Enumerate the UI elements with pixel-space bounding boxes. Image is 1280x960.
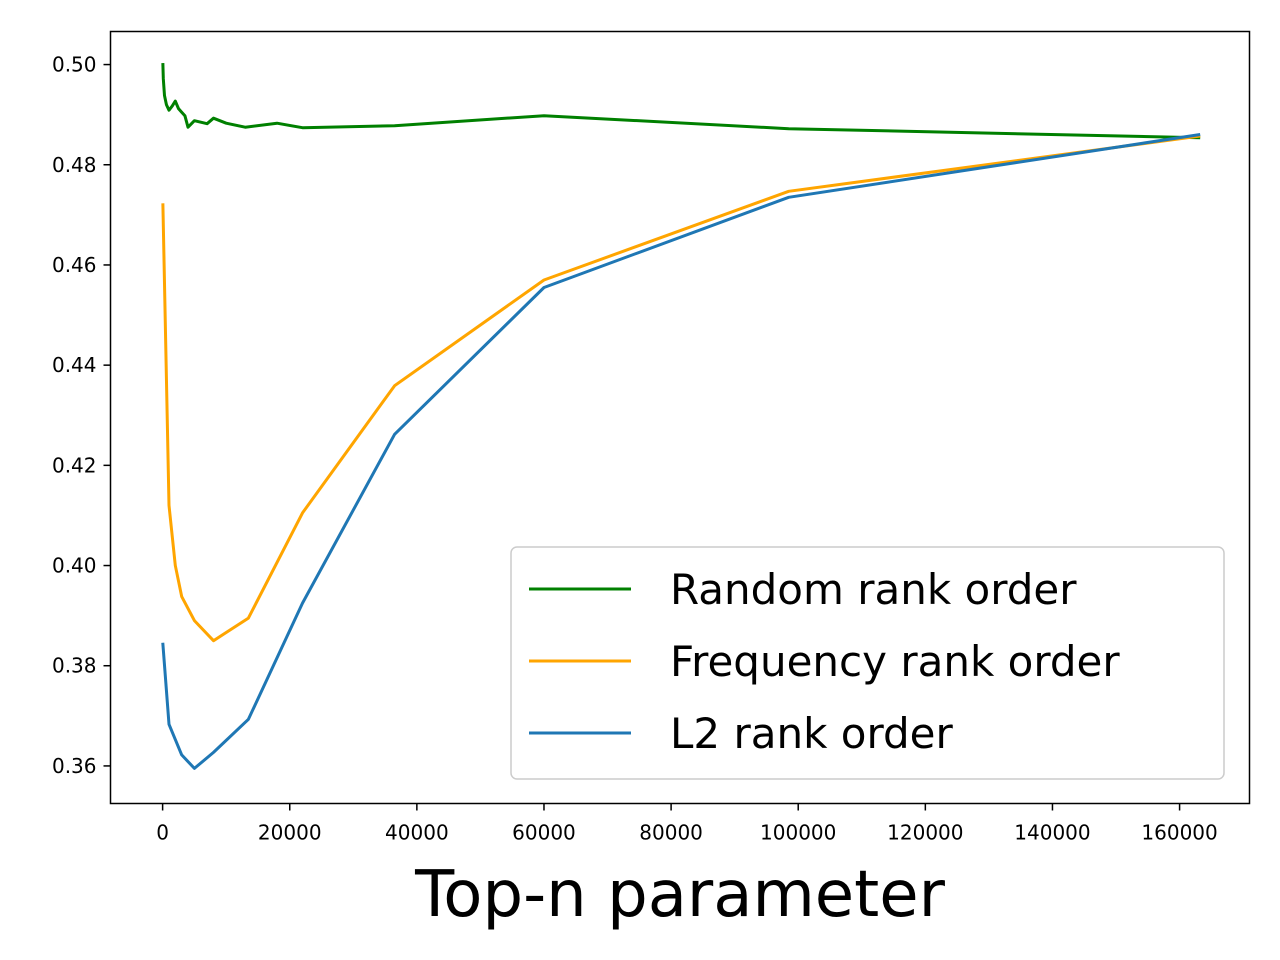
series-group	[161, 63, 1201, 770]
legend-frame	[510, 546, 1225, 780]
y-tick-label: 0.48	[52, 153, 97, 177]
legend: Random rank order Frequency rank order L2 …	[510, 546, 1225, 780]
legend-label-0: Random rank order	[670, 565, 1077, 614]
y-tick-label: 0.50	[52, 53, 97, 77]
legend-label-2: L2 rank order	[670, 709, 953, 758]
x-tick-label: 140000	[1014, 821, 1090, 845]
x-tick-label: 120000	[887, 821, 963, 845]
axes-frame	[109, 30, 1251, 805]
x-axis-ticks: 0 20000 40000 60000 80000 100000 120000 140000 1…	[156, 803, 1218, 845]
x-tick-label: 160000	[1141, 821, 1217, 845]
x-axis-label: Top-n parameter	[414, 858, 946, 932]
x-tick-label: 100000	[760, 821, 836, 845]
x-tick-label: 20000	[258, 821, 322, 845]
legend-label-1: Frequency rank order	[670, 637, 1120, 686]
plot-area	[109, 30, 1251, 805]
x-tick-label: 60000	[512, 821, 576, 845]
legend-items: Random rank order Frequency rank order L2 …	[529, 565, 1120, 758]
y-tick-label: 0.44	[52, 353, 97, 377]
y-tick-label: 0.42	[52, 453, 97, 477]
y-tick-label: 0.40	[52, 554, 97, 578]
y-tick-label: 0.36	[52, 754, 97, 778]
x-tick-label: 0	[156, 821, 169, 845]
x-tick-label: 40000	[385, 821, 449, 845]
y-tick-label: 0.46	[52, 253, 97, 277]
x-tick-label: 80000	[639, 821, 703, 845]
series-line-0	[161, 63, 1201, 140]
series-line-1	[161, 134, 1201, 643]
series-line-2	[161, 132, 1201, 770]
y-tick-label: 0.38	[52, 654, 97, 678]
y-axis-ticks: 0.36 0.38 0.40 0.42 0.44 0.46 0.48 0.50	[52, 53, 111, 778]
